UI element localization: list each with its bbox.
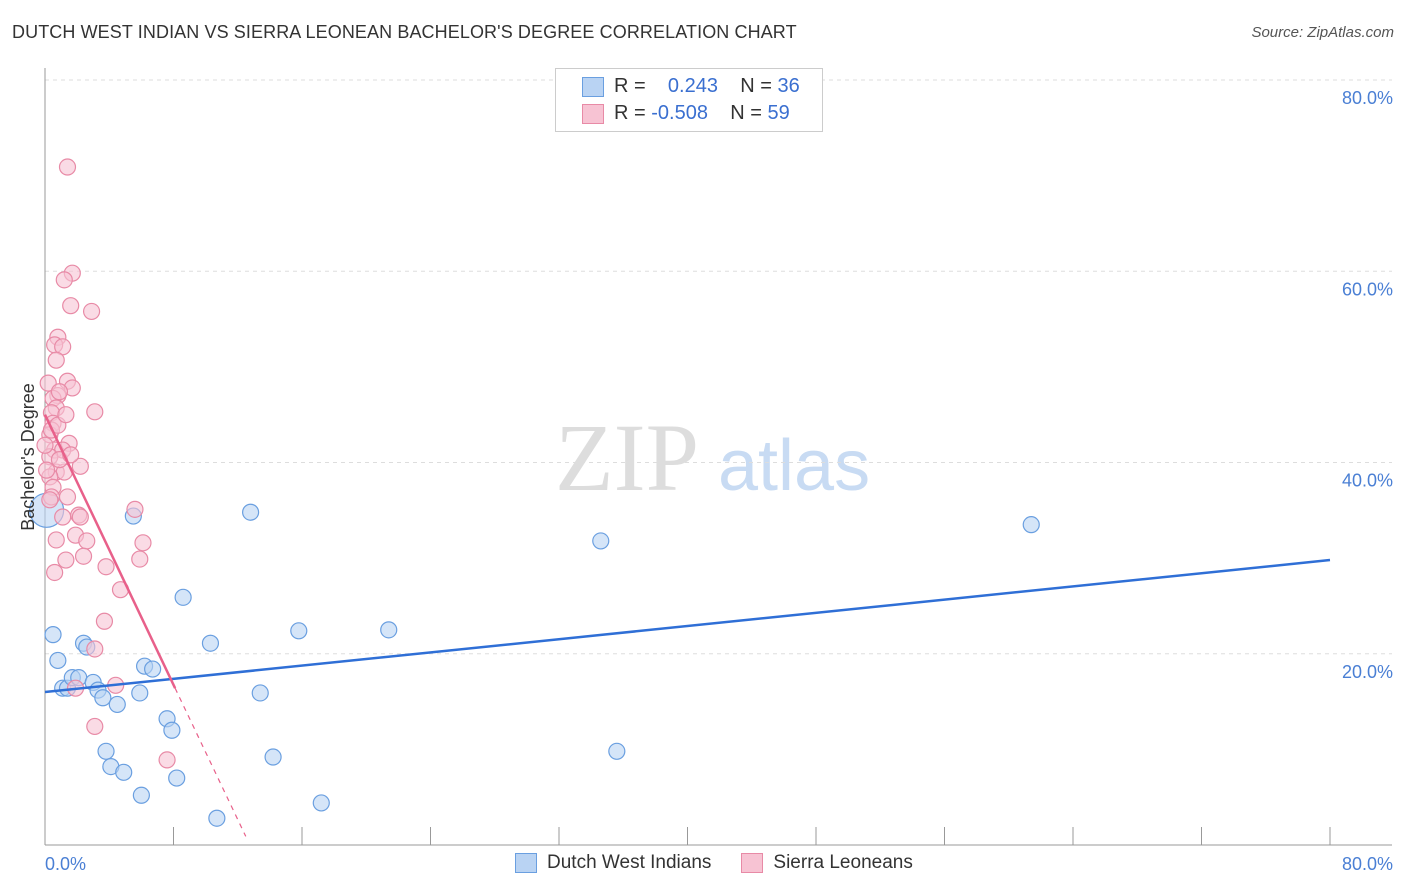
stats-row-dutch-west-indians: R = 0.243 N = 36: [582, 75, 800, 98]
source-label: Source: ZipAtlas.com: [1251, 24, 1394, 41]
dutch-west-indian-point: [97, 742, 115, 760]
dutch-west-indian-point: [49, 651, 67, 670]
dutch-west-indian-point: [115, 763, 133, 781]
chart-title: DUTCH WEST INDIAN VS SIERRA LEONEAN BACH…: [12, 22, 797, 42]
dutch-west-indian-point: [208, 809, 226, 827]
y-tick-label: 60.0%: [1342, 279, 1393, 299]
sierra-leonean-point: [41, 491, 59, 509]
dutch-west-indian-point: [168, 769, 186, 787]
dutch-west-indian-point: [251, 684, 269, 702]
n-label: N =: [740, 75, 772, 97]
n-label: N =: [730, 102, 762, 124]
sierra-leonean-point: [71, 457, 89, 475]
sierra-leonean-point: [78, 532, 96, 550]
r-label: R =: [614, 102, 646, 124]
y-tick-label: 80.0%: [1342, 88, 1393, 108]
sierra-leonean-point: [57, 406, 75, 424]
sierra-leonean-point: [95, 612, 114, 630]
x-tick-label: 0.0%: [45, 854, 86, 874]
sierra-leonean-point: [46, 563, 64, 582]
sierra-leonean-point: [131, 550, 149, 568]
dutch-west-indian-point: [592, 532, 610, 550]
dutch-west-indian-point: [44, 626, 62, 644]
sierra-leonean-point: [47, 351, 65, 369]
stats-row-sierra-leoneans: R = -0.508 N = 59: [582, 102, 790, 125]
sierra-leonean-point: [74, 547, 93, 565]
dutch-west-indian-point: [132, 786, 150, 804]
dutch-west-indian-point: [608, 742, 626, 760]
sierra-leonean-point: [71, 508, 89, 526]
legend-label: Dutch West Indians: [547, 852, 712, 873]
n-value: 36: [777, 75, 800, 97]
sierra-leonean-point: [38, 461, 56, 479]
sierra-leonean-point: [86, 640, 104, 658]
dutch-west-indian-point: [290, 622, 308, 640]
pink-swatch: [582, 103, 604, 124]
r-value: 0.243: [667, 75, 718, 97]
dutch-west-indian-point: [264, 748, 282, 766]
dutch-west-indian-point: [201, 634, 220, 652]
x-tick-label: 80.0%: [1342, 854, 1393, 874]
series-legend: Dutch West Indians Sierra Leoneans: [515, 852, 913, 874]
y-tick-label: 20.0%: [1342, 662, 1393, 682]
sierra-leonean-point: [62, 297, 80, 315]
sierra-leonean-trendline-extension: [174, 687, 247, 837]
legend-item-sierra-leoneans[interactable]: Sierra Leoneans: [741, 852, 913, 874]
sierra-leonean-point: [134, 534, 152, 552]
sierra-leonean-point: [50, 383, 69, 401]
sierra-leonean-point: [126, 500, 144, 518]
watermark-zip: ZIP: [555, 404, 699, 511]
y-axis-label: Bachelor's Degree: [18, 383, 38, 531]
dutch-west-indian-point: [312, 794, 330, 812]
dutch-west-indian-point: [94, 689, 112, 707]
sierra-leonean-point: [86, 403, 104, 421]
dutch-west-indian-point: [131, 684, 149, 702]
sierra-leonean-point: [82, 302, 101, 321]
blue-swatch: [515, 853, 537, 873]
dutch-west-indian-trendline: [44, 558, 1331, 694]
sierra-leonean-point: [54, 508, 72, 526]
y-tick-label: 40.0%: [1342, 471, 1393, 491]
sierra-leonean-point: [158, 751, 176, 769]
sierra-leonean-point: [86, 717, 104, 736]
dutch-west-indian-point: [174, 588, 192, 606]
dutch-west-indian-point: [380, 621, 398, 639]
blue-swatch: [582, 76, 604, 97]
n-value: 59: [767, 102, 790, 124]
sierra-leonean-point: [36, 436, 54, 454]
sierra-leonean-point: [47, 531, 65, 549]
dutch-west-indian-point: [242, 503, 260, 521]
sierra-leonean-point: [55, 271, 73, 289]
stats-legend: R = 0.243 N = 36 R = -0.508 N = 59: [555, 68, 823, 132]
watermark-atlas: atlas: [718, 426, 870, 506]
r-label: R =: [614, 75, 646, 97]
sierra-leonean-trendline: [43, 414, 177, 689]
sierra-leonean-point: [58, 158, 77, 176]
dutch-west-indian-point: [144, 660, 162, 678]
legend-item-dutch-west-indians[interactable]: Dutch West Indians: [515, 852, 711, 874]
sierra-leonean-point: [58, 488, 77, 506]
sierra-leonean-point: [97, 558, 115, 576]
legend-label: Sierra Leoneans: [773, 852, 913, 873]
sierra-leonean-point: [57, 551, 75, 569]
dutch-west-indian-point: [163, 721, 181, 739]
dutch-west-indian-point: [108, 695, 126, 714]
r-value: -0.508: [651, 102, 708, 124]
dutch-west-indian-point: [1022, 516, 1040, 534]
pink-swatch: [741, 853, 764, 873]
